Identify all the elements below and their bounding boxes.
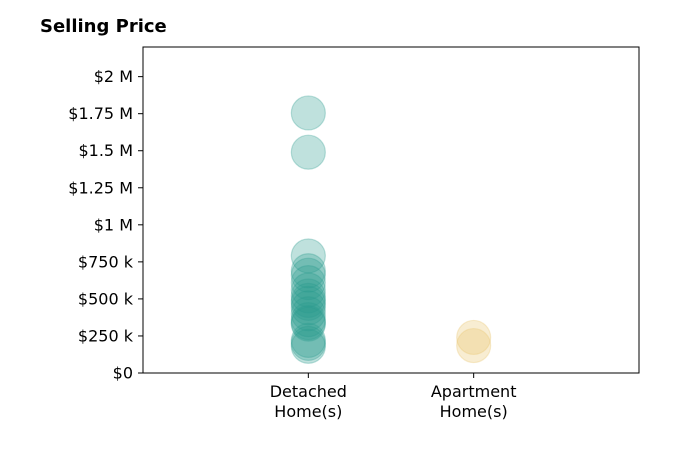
data-point [290, 290, 326, 326]
data-point [290, 278, 326, 314]
data-point [290, 325, 326, 361]
x-axis: Detached Home(s) Apartment Home(s) [270, 373, 517, 421]
y-tick-label: $1.75 M [68, 104, 133, 123]
data-point [290, 322, 326, 358]
y-axis: $0 $250 k $500 k $750 k $1 M $1.25 M $1.5 M $1.… [68, 67, 143, 383]
y-tick-label: $1.25 M [68, 178, 133, 197]
data-point [290, 296, 326, 332]
y-tick-label: $1.5 M [78, 141, 133, 160]
data-point [456, 319, 492, 356]
data-point [290, 328, 326, 364]
data-point [290, 306, 326, 342]
data-point [290, 257, 326, 293]
data-points [290, 95, 492, 364]
data-point [290, 302, 326, 338]
data-point [290, 285, 326, 321]
data-point [290, 134, 326, 170]
data-point [290, 265, 326, 301]
data-point [290, 253, 326, 289]
y-tick-label: $0 [113, 364, 133, 383]
x-tick-label: Detached Home(s) [270, 382, 347, 421]
data-point [290, 95, 326, 131]
data-point [290, 238, 326, 274]
y-tick-label: $1 M [94, 215, 133, 234]
y-tick-label: $250 k [78, 326, 134, 345]
data-point [290, 282, 326, 318]
data-point [290, 272, 326, 308]
plot-frame [142, 46, 640, 374]
y-tick-label: $2 M [94, 67, 133, 86]
y-tick-label: $750 k [78, 252, 134, 271]
data-point [456, 327, 492, 364]
y-tick-label: $500 k [78, 289, 134, 308]
x-tick-label: Apartment Home(s) [431, 382, 517, 421]
data-point [290, 305, 326, 341]
chart-title: Selling Price [40, 16, 167, 37]
